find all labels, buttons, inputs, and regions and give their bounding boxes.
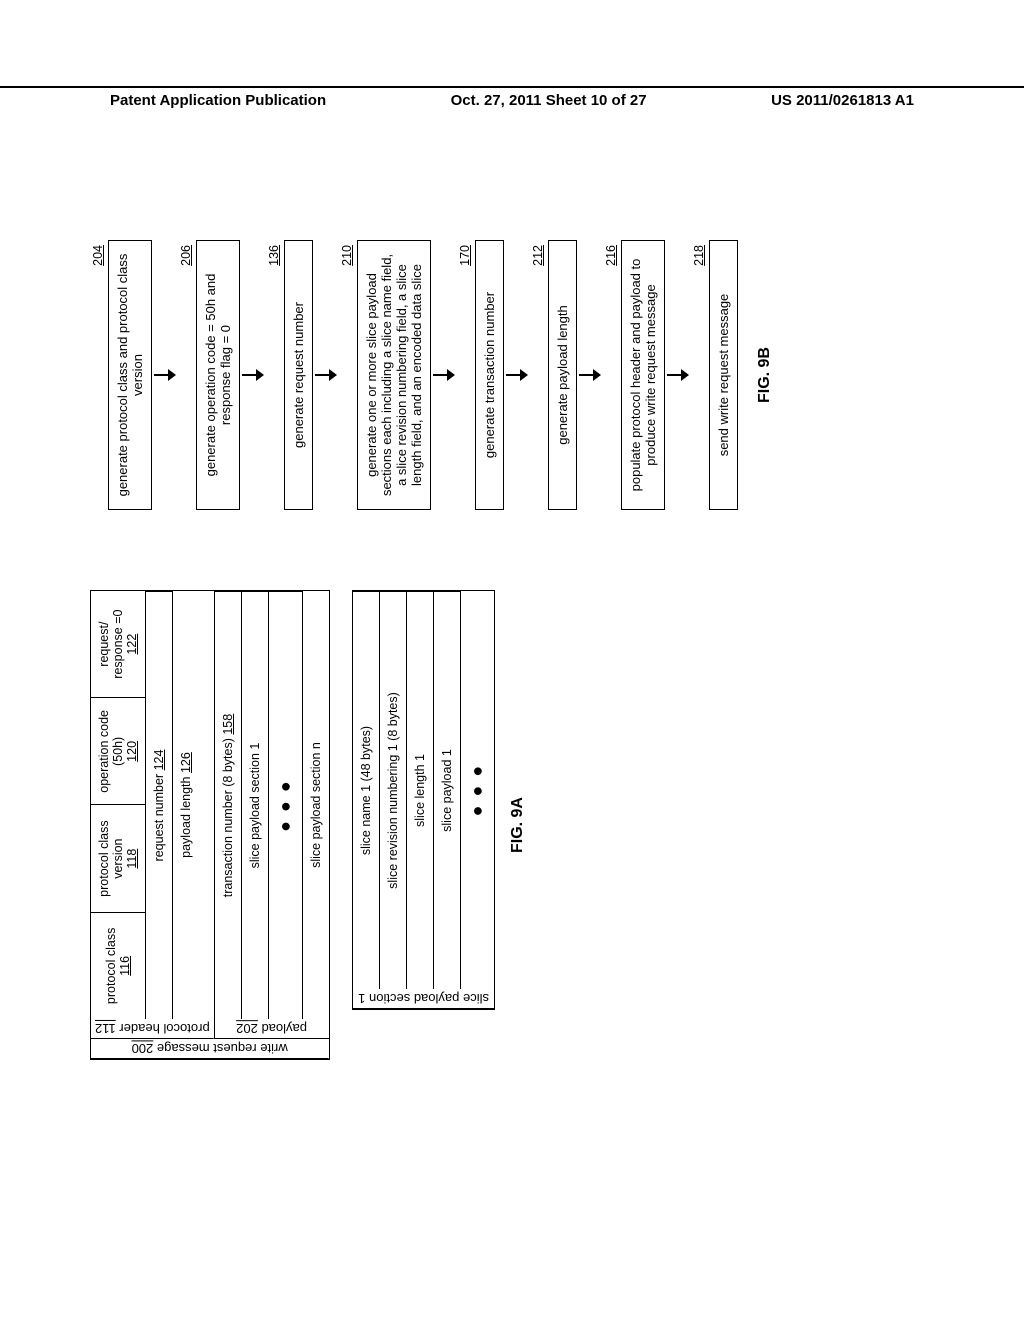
- dots-1: ● ● ●: [269, 591, 303, 1019]
- header-right: US 2011/0261813 A1: [771, 92, 1024, 109]
- protocol-header-label: protocol header 112: [91, 1019, 214, 1039]
- cell-payload-length: payload length 126: [173, 591, 199, 1019]
- diagram-content: write request message 200 protocol heade…: [90, 240, 1024, 1090]
- step-text: generate one or more slice payload secti…: [364, 254, 424, 496]
- arrow-icon: [579, 374, 595, 376]
- step-num: 210: [340, 245, 354, 266]
- flow-step-218: 218 send write request message: [709, 240, 738, 510]
- step-text: generate transaction number: [482, 292, 497, 458]
- flow-step-204: 204 generate protocol class and protocol…: [108, 240, 152, 510]
- cell-protocol-class: protocol class 116: [91, 912, 146, 1019]
- write-request-message-table: write request message 200 protocol heade…: [90, 590, 330, 1060]
- cell-request-response: request/ response =0 122: [91, 591, 146, 697]
- payload-group: payload 202 transaction number (8 bytes)…: [215, 591, 329, 1039]
- fig-9a: write request message 200 protocol heade…: [90, 590, 527, 1060]
- arrow-icon: [315, 374, 331, 376]
- cell-operation-code: operation code (50h) 120: [91, 697, 146, 804]
- step-text: generate request number: [291, 302, 306, 448]
- arrow-icon: [433, 374, 449, 376]
- step-num: 206: [179, 245, 193, 266]
- fig-9b: 204 generate protocol class and protocol…: [90, 230, 774, 520]
- step-text: generate operation code = 50h and respon…: [203, 274, 233, 477]
- header-center: Oct. 27, 2011 Sheet 10 of 27: [451, 92, 647, 109]
- flow-step-212: 212 generate payload length: [548, 240, 577, 510]
- cell-slice-revision: slice revision numbering 1 (8 bytes): [380, 591, 407, 989]
- step-num: 216: [604, 245, 618, 266]
- slice-payload-rows: slice name 1 (48 bytes) slice revision n…: [353, 591, 494, 989]
- step-text: populate protocol header and payload to …: [628, 259, 658, 492]
- slice-payload-detail-table: slice payload section 1 slice name 1 (48…: [352, 590, 495, 1010]
- outer-label: write request message 200: [91, 1039, 329, 1059]
- cell-slice-name: slice name 1 (48 bytes): [353, 591, 380, 989]
- step-num: 212: [531, 245, 545, 266]
- flow-step-210: 210 generate one or more slice payload s…: [357, 240, 431, 510]
- cell-slice-payload: slice payload 1: [434, 591, 461, 989]
- payload-label: payload 202: [215, 1019, 329, 1039]
- flow-step-216: 216 populate protocol header and payload…: [621, 240, 665, 510]
- step-num: 136: [267, 245, 281, 266]
- step-text: generate protocol class and protocol cla…: [115, 254, 145, 497]
- cell-slice-length: slice length 1: [407, 591, 434, 989]
- payload-rows: transaction number (8 bytes) 158 slice p…: [215, 591, 329, 1019]
- arrow-icon: [506, 374, 522, 376]
- page-header: Patent Application Publication Oct. 27, …: [0, 86, 1024, 109]
- step-num: 218: [692, 245, 706, 266]
- outer-label-ref: 200: [132, 1041, 154, 1056]
- cell-transaction-number: transaction number (8 bytes) 158: [215, 591, 242, 1019]
- step-num: 170: [458, 245, 472, 266]
- fig-9a-label: FIG. 9A: [509, 590, 527, 1060]
- protocol-header-rows: protocol class 116 protocol class versio…: [91, 591, 214, 1019]
- fig-9b-label: FIG. 9B: [756, 230, 774, 520]
- outer-label-text: write request message: [154, 1041, 288, 1056]
- cell-slice-payload-1: slice payload section 1: [242, 591, 269, 1019]
- dots-2: ● ● ●: [461, 591, 494, 989]
- message-sections: protocol header 112 protocol class 116 p…: [91, 591, 329, 1039]
- arrow-icon: [667, 374, 683, 376]
- arrow-icon: [154, 374, 170, 376]
- slice-payload-label: slice payload section 1: [353, 989, 494, 1009]
- flow-step-170: 170 generate transaction number: [475, 240, 504, 510]
- cell-request-number: request number 124: [146, 591, 173, 1019]
- header-row1: protocol class 116 protocol class versio…: [91, 591, 146, 1019]
- protocol-header-group: protocol header 112 protocol class 116 p…: [91, 591, 215, 1039]
- flow-step-136: 136 generate request number: [284, 240, 313, 510]
- step-text: send write request message: [716, 294, 731, 457]
- header-left: Patent Application Publication: [0, 92, 326, 109]
- cell-protocol-class-version: protocol class version 118: [91, 805, 146, 912]
- cell-slice-payload-n: slice payload section n: [303, 591, 329, 1019]
- arrow-icon: [242, 374, 258, 376]
- step-num: 204: [91, 245, 105, 266]
- flow-step-206: 206 generate operation code = 50h and re…: [196, 240, 240, 510]
- step-text: generate payload length: [555, 305, 570, 445]
- flowchart: 204 generate protocol class and protocol…: [90, 230, 738, 520]
